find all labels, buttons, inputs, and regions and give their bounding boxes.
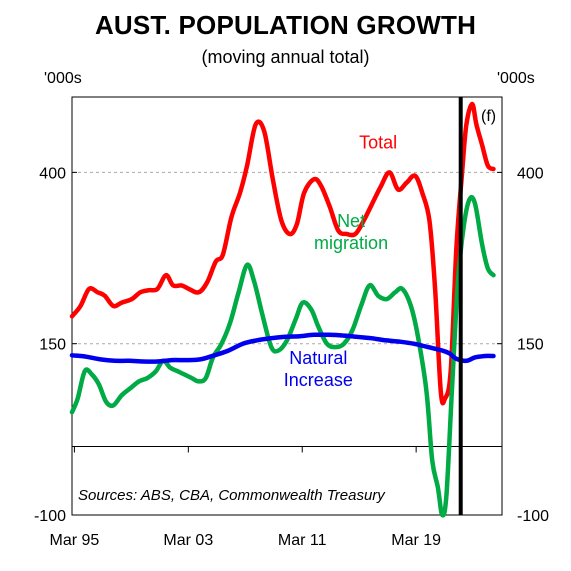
series-label-net-migration: Net <box>337 211 365 231</box>
y-tick-label-left: 400 <box>39 165 66 182</box>
left-y-axis: 400 150 -100 <box>34 165 77 525</box>
right-y-axis: 400 150 -100 <box>497 165 549 525</box>
x-tick-label: Mar 03 <box>163 532 213 549</box>
series-label-total: Total <box>359 132 397 152</box>
source-note: Sources: ABS, CBA, Commonwealth Treasury <box>78 487 386 504</box>
x-axis: Mar 95 Mar 03 Mar 11 Mar 19 <box>50 446 441 549</box>
y-tick-label-right: 150 <box>517 337 544 354</box>
series-line-natural-increase <box>69 332 496 364</box>
x-tick-label: Mar 95 <box>50 532 100 549</box>
series-label-natural-increase: Increase <box>284 370 353 390</box>
y-tick-label-right: -100 <box>517 508 549 525</box>
series-label-net-migration: migration <box>314 233 388 253</box>
chart-title: AUST. POPULATION GROWTH <box>94 10 477 40</box>
forecast-label: (f) <box>481 108 496 125</box>
x-tick-label: Mar 19 <box>391 532 441 549</box>
y-tick-label-left: -100 <box>34 508 66 525</box>
x-tick-label: Mar 11 <box>278 532 327 549</box>
y-tick-label-left: 150 <box>39 337 66 354</box>
series-line-net-migration <box>69 194 496 518</box>
plot-frame <box>71 96 503 516</box>
y-tick-label-right: 400 <box>517 165 544 182</box>
chart-subtitle: (moving annual total) <box>201 47 370 67</box>
series-label-natural-increase: Natural <box>289 348 347 368</box>
series-lines <box>69 101 496 518</box>
right-axis-unit: '000s <box>497 70 535 87</box>
series-line-total <box>69 101 496 406</box>
left-axis-unit: '000s <box>44 70 82 87</box>
